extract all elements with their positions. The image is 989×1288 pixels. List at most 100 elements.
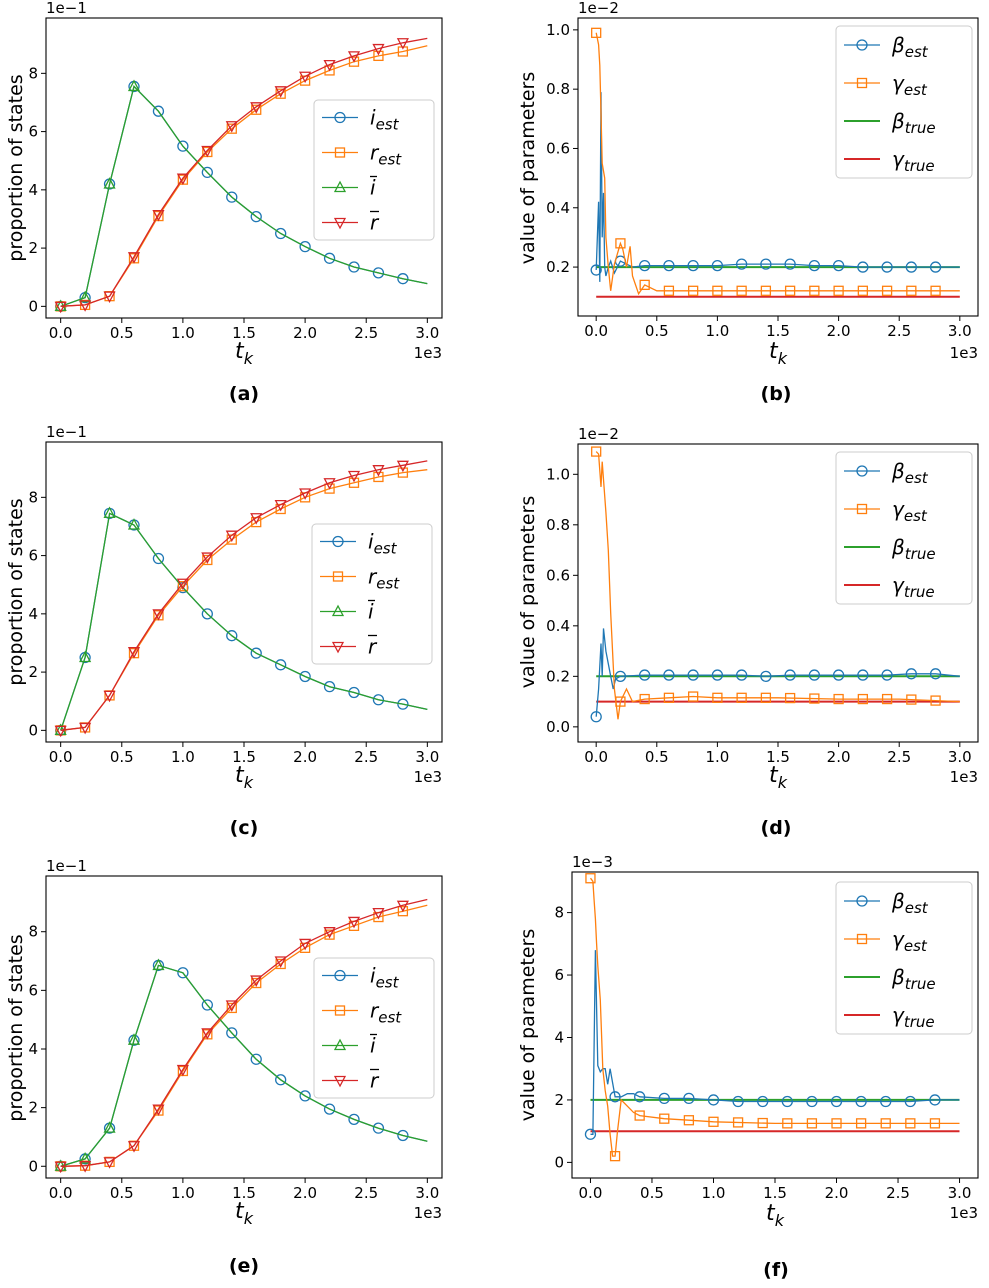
data-marker <box>585 873 596 884</box>
series-line <box>60 512 428 731</box>
panel-d: 1e−2 1e3 value of parameters tk (d) 0.0 0… <box>517 425 979 839</box>
y-tick-label: 4 <box>554 1028 564 1046</box>
data-marker <box>79 1161 92 1173</box>
data-marker <box>299 71 312 84</box>
data-marker <box>225 530 238 543</box>
data-marker <box>226 191 238 203</box>
data-marker <box>373 50 384 62</box>
y-tick-label: 0.2 <box>546 667 570 685</box>
data-marker <box>347 51 361 63</box>
data-marker <box>659 1113 670 1124</box>
data-marker <box>584 1128 597 1140</box>
panel-a: 1e−1 1e3 proportion of states tk (a) 0.0… <box>5 0 443 405</box>
legend-item: βest <box>844 459 929 487</box>
legend: iest rest ir <box>311 523 433 665</box>
series-gamma-est <box>591 446 960 720</box>
y-ticks: 0 2 4 6 8 <box>28 488 46 739</box>
y-ticks: 0 2 4 6 8 <box>554 904 572 1171</box>
data-marker <box>732 1095 744 1108</box>
legend-label: r <box>370 1069 380 1093</box>
x-tick-label: 1.5 <box>232 1184 256 1202</box>
data-marker <box>880 1095 892 1108</box>
data-marker <box>808 669 821 681</box>
data-marker <box>348 261 360 273</box>
y-ticks: 0.0 0.2 0.4 0.6 0.8 1.0 <box>546 465 578 736</box>
data-marker <box>590 711 602 723</box>
data-marker <box>202 554 213 566</box>
legend-item: i <box>322 176 377 200</box>
data-marker <box>275 1074 287 1086</box>
x-axis-label: tk <box>235 339 254 368</box>
x-tick-label: 1.0 <box>171 324 195 342</box>
x-tick-label: 3.0 <box>415 748 439 766</box>
y-tick-label: 0 <box>28 721 38 739</box>
y-tick-label: 4 <box>28 605 38 623</box>
data-marker <box>397 467 409 478</box>
data-marker <box>831 1118 842 1129</box>
data-marker <box>275 227 287 240</box>
x-tick-label: 3.0 <box>415 1184 439 1202</box>
series-i-bar <box>54 79 428 311</box>
y-tick-label: 6 <box>28 123 38 141</box>
data-marker <box>323 927 336 939</box>
x-tick-label: 1.0 <box>171 1184 195 1202</box>
data-marker <box>634 1091 646 1103</box>
y-axis-label: value of parameters <box>517 929 539 1122</box>
data-marker <box>250 647 262 659</box>
x-tick-label: 3.0 <box>948 322 972 340</box>
data-marker <box>784 669 796 681</box>
data-marker <box>79 722 92 735</box>
y-tick-label: 0.2 <box>546 258 570 276</box>
legend-item: iest <box>322 106 400 134</box>
data-marker <box>781 1095 793 1108</box>
data-marker <box>687 669 699 681</box>
y-tick-label: 2 <box>28 239 38 257</box>
data-marker <box>176 578 189 591</box>
data-marker <box>663 692 675 703</box>
data-marker <box>683 1092 695 1105</box>
legend-item: i <box>320 600 375 624</box>
data-marker <box>201 145 214 158</box>
data-marker <box>757 1095 769 1108</box>
data-marker <box>396 460 409 473</box>
plot-series <box>54 37 428 314</box>
data-marker <box>177 581 189 592</box>
legend-item: rest <box>322 999 402 1027</box>
plot-series <box>584 873 960 1162</box>
series-beta-est <box>584 950 960 1140</box>
y-tick-label: 4 <box>28 181 38 199</box>
x-tick-label: 3.0 <box>948 748 972 766</box>
data-marker <box>274 956 287 968</box>
series-beta-est <box>590 92 960 282</box>
data-marker <box>225 1000 238 1012</box>
data-marker <box>833 285 844 296</box>
legend-box <box>311 523 433 665</box>
data-marker <box>760 285 772 296</box>
data-marker <box>930 695 941 706</box>
data-marker <box>634 1110 645 1121</box>
data-marker <box>663 285 675 296</box>
legend: βest γest βtrue γtrue <box>835 881 973 1035</box>
plot-series <box>590 27 960 298</box>
series-line <box>595 628 960 717</box>
data-marker <box>127 252 141 264</box>
data-marker <box>904 1095 916 1108</box>
data-marker <box>152 209 165 222</box>
data-marker <box>54 1161 67 1174</box>
legend-label: iest <box>368 530 398 558</box>
y-axis-label: proportion of states <box>5 498 27 685</box>
legend-marker <box>332 535 344 548</box>
series-line <box>60 964 428 1167</box>
x-offset-label: 1e3 <box>414 768 442 786</box>
x-tick-label: 2.5 <box>887 748 911 766</box>
y-tick-label: 0.4 <box>546 199 570 217</box>
data-marker <box>226 630 238 642</box>
series-line <box>60 37 428 307</box>
data-marker <box>881 285 893 296</box>
legend: iest rest ir <box>313 957 435 1099</box>
x-tick-label: 3.0 <box>415 324 439 342</box>
data-marker <box>707 1094 720 1106</box>
x-ticks: 0.0 0.5 1.0 1.5 2.0 2.5 3.0 <box>49 1178 439 1202</box>
x-tick-label: 0.0 <box>584 322 608 340</box>
y-tick-label: 6 <box>28 981 38 999</box>
